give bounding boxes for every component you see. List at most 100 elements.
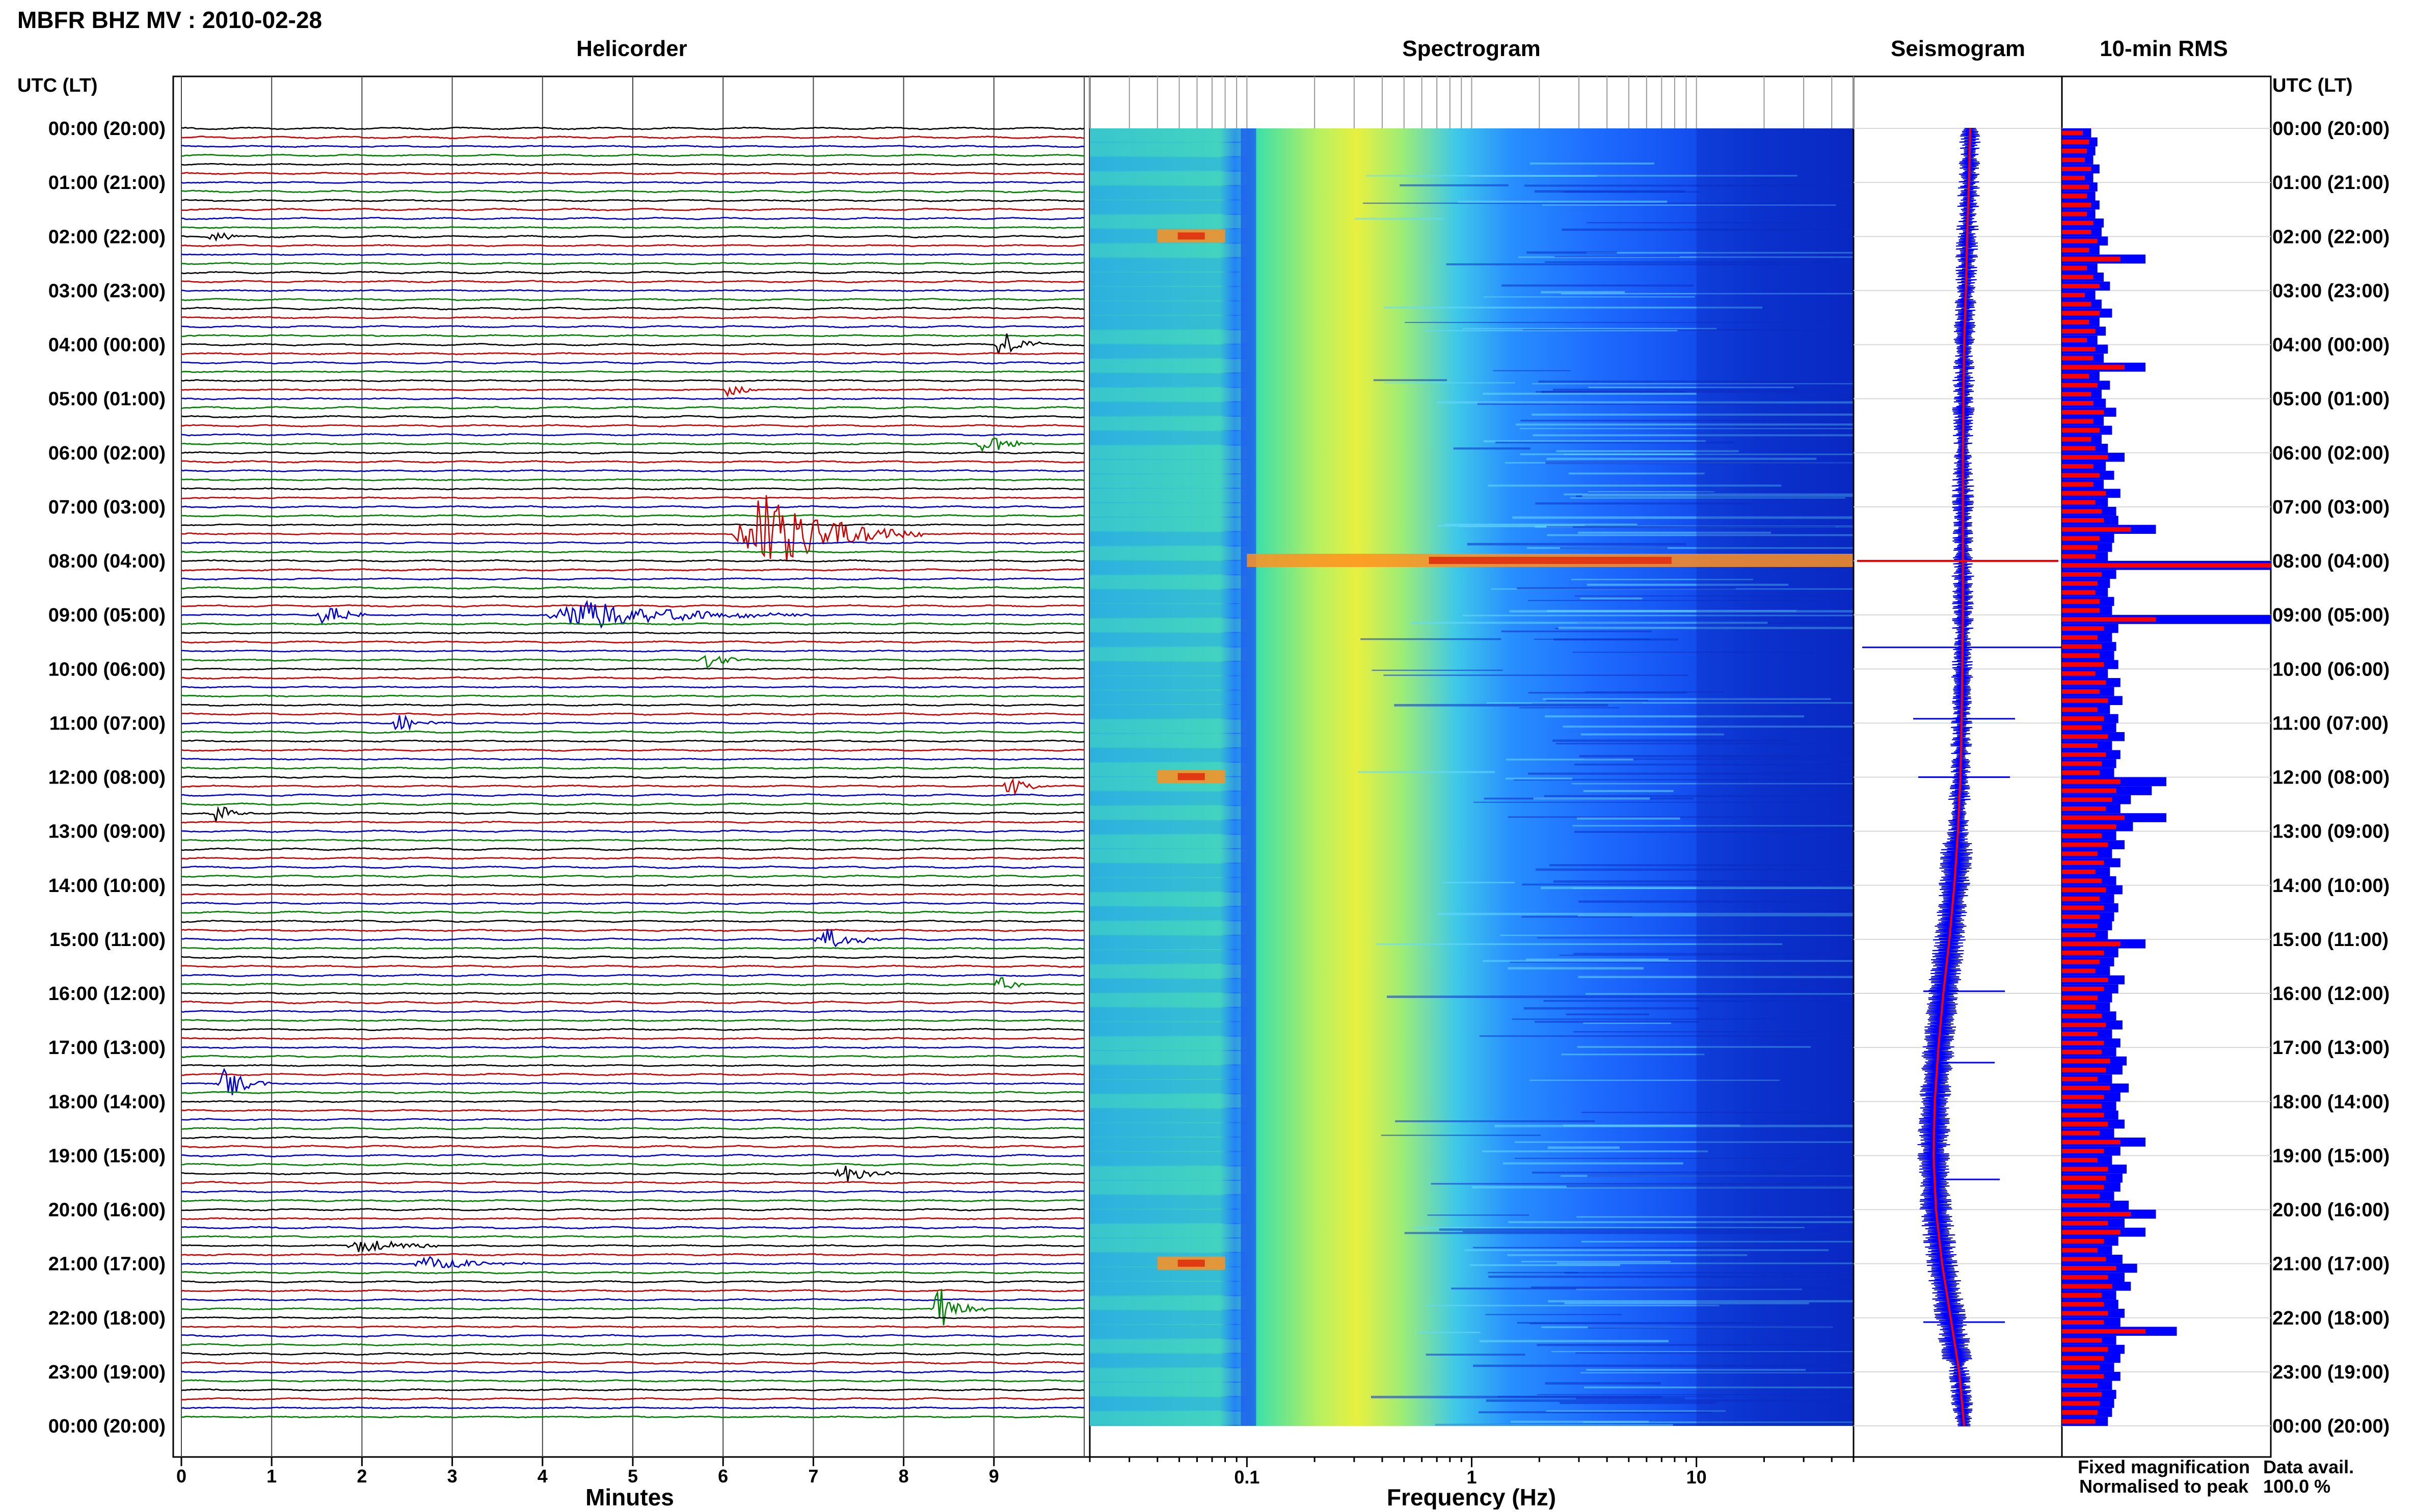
- spectrogram-streak: [1508, 1221, 1854, 1223]
- helicorder-trace: [181, 929, 1085, 932]
- data-availability-value: 100.0 %: [2263, 1476, 2330, 1497]
- rms-bar-normalised: [2062, 941, 2121, 947]
- spectrogram-streak: [1467, 543, 1686, 546]
- spectrogram-streak: [1573, 1031, 1854, 1033]
- helicorder-trace: [181, 316, 1085, 319]
- spectrogram-streak: [1485, 1314, 1622, 1315]
- helicorder-trace: [181, 478, 1085, 481]
- time-label-right: 07:00 (03:00): [2272, 497, 2390, 518]
- spectrogram-streak: [1462, 328, 1717, 330]
- spectrogram-streak: [1532, 383, 1854, 385]
- spectrogram-streak: [1519, 707, 1620, 709]
- helicorder-trace: [181, 1037, 1085, 1040]
- rms-bar-normalised: [2062, 1329, 2145, 1334]
- spectrogram-lowfreq-band: [1090, 979, 1247, 992]
- helicorder-trace: [181, 595, 1085, 599]
- spectrogram-streak: [1439, 1228, 1834, 1231]
- spectrogram-streak: [1588, 386, 1794, 389]
- spectrogram-streak: [1533, 797, 1650, 800]
- helicorder-trace: [181, 758, 1085, 761]
- time-label-right: 11:00 (07:00): [2272, 713, 2389, 734]
- spectrogram-lowfreq-band: [1090, 964, 1247, 978]
- spectrogram-lowfreq-band: [1090, 1224, 1247, 1238]
- time-label-left: 12:00 (08:00): [48, 767, 166, 789]
- spectrogram-lowfreq-band: [1090, 273, 1247, 286]
- spectrogram-streak: [1506, 759, 1633, 761]
- spectrogram-streak: [1528, 772, 1854, 775]
- helicorder-trace: [181, 1109, 1085, 1113]
- helicorder-trace: [181, 712, 1085, 716]
- spectrogram-streak: [1545, 261, 1854, 263]
- time-label-right: 19:00 (15:00): [2272, 1145, 2390, 1167]
- rms-bar-normalised: [2062, 265, 2087, 271]
- minute-tick-label: 9: [989, 1466, 999, 1487]
- spectrogram-streak: [1376, 943, 1783, 946]
- minute-tick-label: 6: [718, 1466, 728, 1487]
- time-label-left: 01:00 (21:00): [48, 172, 166, 194]
- spectrogram-lowfreq-band: [1090, 1368, 1247, 1382]
- rms-bar-normalised: [2062, 1257, 2106, 1262]
- rms-bar-normalised: [2062, 770, 2100, 775]
- rms-bar-normalised: [2062, 509, 2102, 514]
- helicorder-trace: [181, 1019, 1085, 1022]
- spectrogram-streak: [1583, 1022, 1671, 1024]
- spectrogram-streak: [1537, 1394, 1854, 1395]
- time-label-left: 19:00 (15:00): [48, 1145, 166, 1167]
- spectrogram-lowfreq-band: [1090, 1310, 1247, 1324]
- helicorder-trace: [181, 370, 1085, 373]
- helicorder-trace: [181, 1361, 1085, 1365]
- helicorder-trace: [181, 352, 1085, 356]
- helicorder-trace: [181, 640, 1085, 644]
- spectrogram-streak: [1535, 502, 1753, 505]
- rms-bar-normalised: [2062, 319, 2089, 325]
- helicorder-trace: [181, 1316, 1085, 1319]
- rms-bar-normalised: [2062, 257, 2121, 261]
- spectrogram-streak: [1554, 256, 1680, 257]
- helicorder-trace: [181, 1406, 1085, 1410]
- spectrogram-lowfreq-band: [1090, 690, 1247, 704]
- spectrogram-streak: [1470, 1264, 1620, 1266]
- spectrogram-streak: [1568, 472, 1705, 475]
- spectrogram-lowfreq-band: [1090, 344, 1247, 358]
- rms-bar-normalised: [2062, 779, 2121, 784]
- helicorder-trace: [181, 438, 1085, 453]
- spectrogram-streak: [1583, 790, 1674, 792]
- time-label-right: 13:00 (09:00): [2272, 821, 2390, 843]
- helicorder-trace: [181, 1253, 1085, 1257]
- spectrogram-streak: [1510, 1420, 1649, 1423]
- spectrogram-lowfreq-band: [1090, 834, 1247, 848]
- spectrogram-lowfreq-band: [1090, 1296, 1247, 1310]
- helicorder-title: Helicorder: [576, 36, 687, 61]
- helicorder-trace: [181, 199, 1085, 202]
- spectrogram-streak: [1464, 1249, 1829, 1251]
- rms-bar-normalised: [2062, 140, 2089, 144]
- spectrogram-streak: [1556, 450, 1739, 452]
- minute-tick-label: 5: [628, 1466, 638, 1487]
- helicorder-trace: [181, 856, 1085, 860]
- spectrogram-streak: [1546, 699, 1648, 701]
- helicorder-trace: [181, 703, 1085, 707]
- spectrogram-lowfreq-band: [1090, 1195, 1247, 1209]
- helicorder-trace: [181, 271, 1085, 275]
- spectrogram-streak: [1544, 715, 1804, 718]
- helicorder-trace: [181, 1379, 1085, 1383]
- spectrogram-streak: [1527, 600, 1854, 601]
- spectrogram-lowfreq-band: [1090, 157, 1247, 171]
- rms-bar-normalised: [2062, 995, 2098, 1001]
- time-labels-left: 00:00 (20:00) 01:00 (21:00) 02:00 (22:00) 0…: [48, 118, 166, 1437]
- helicorder-trace: [181, 181, 1085, 184]
- helicorder-trace: [181, 280, 1085, 283]
- helicorder-trace: [181, 262, 1085, 265]
- spectrogram-streak: [1355, 218, 1444, 220]
- spectrogram-xlabel: Frequency (Hz): [1387, 1484, 1556, 1509]
- spectrogram-streak: [1552, 388, 1854, 391]
- spectrogram-streak: [1513, 779, 1854, 781]
- spectrogram-streak: [1574, 595, 1854, 597]
- frequency-tick-label: 1: [1466, 1467, 1477, 1488]
- helicorder-trace: [181, 893, 1085, 896]
- spectrogram-streak: [1528, 692, 1687, 694]
- time-label-left: 11:00 (07:00): [49, 713, 166, 734]
- rms-bar-normalised: [2062, 716, 2104, 721]
- rms-bar-normalised: [2062, 167, 2091, 172]
